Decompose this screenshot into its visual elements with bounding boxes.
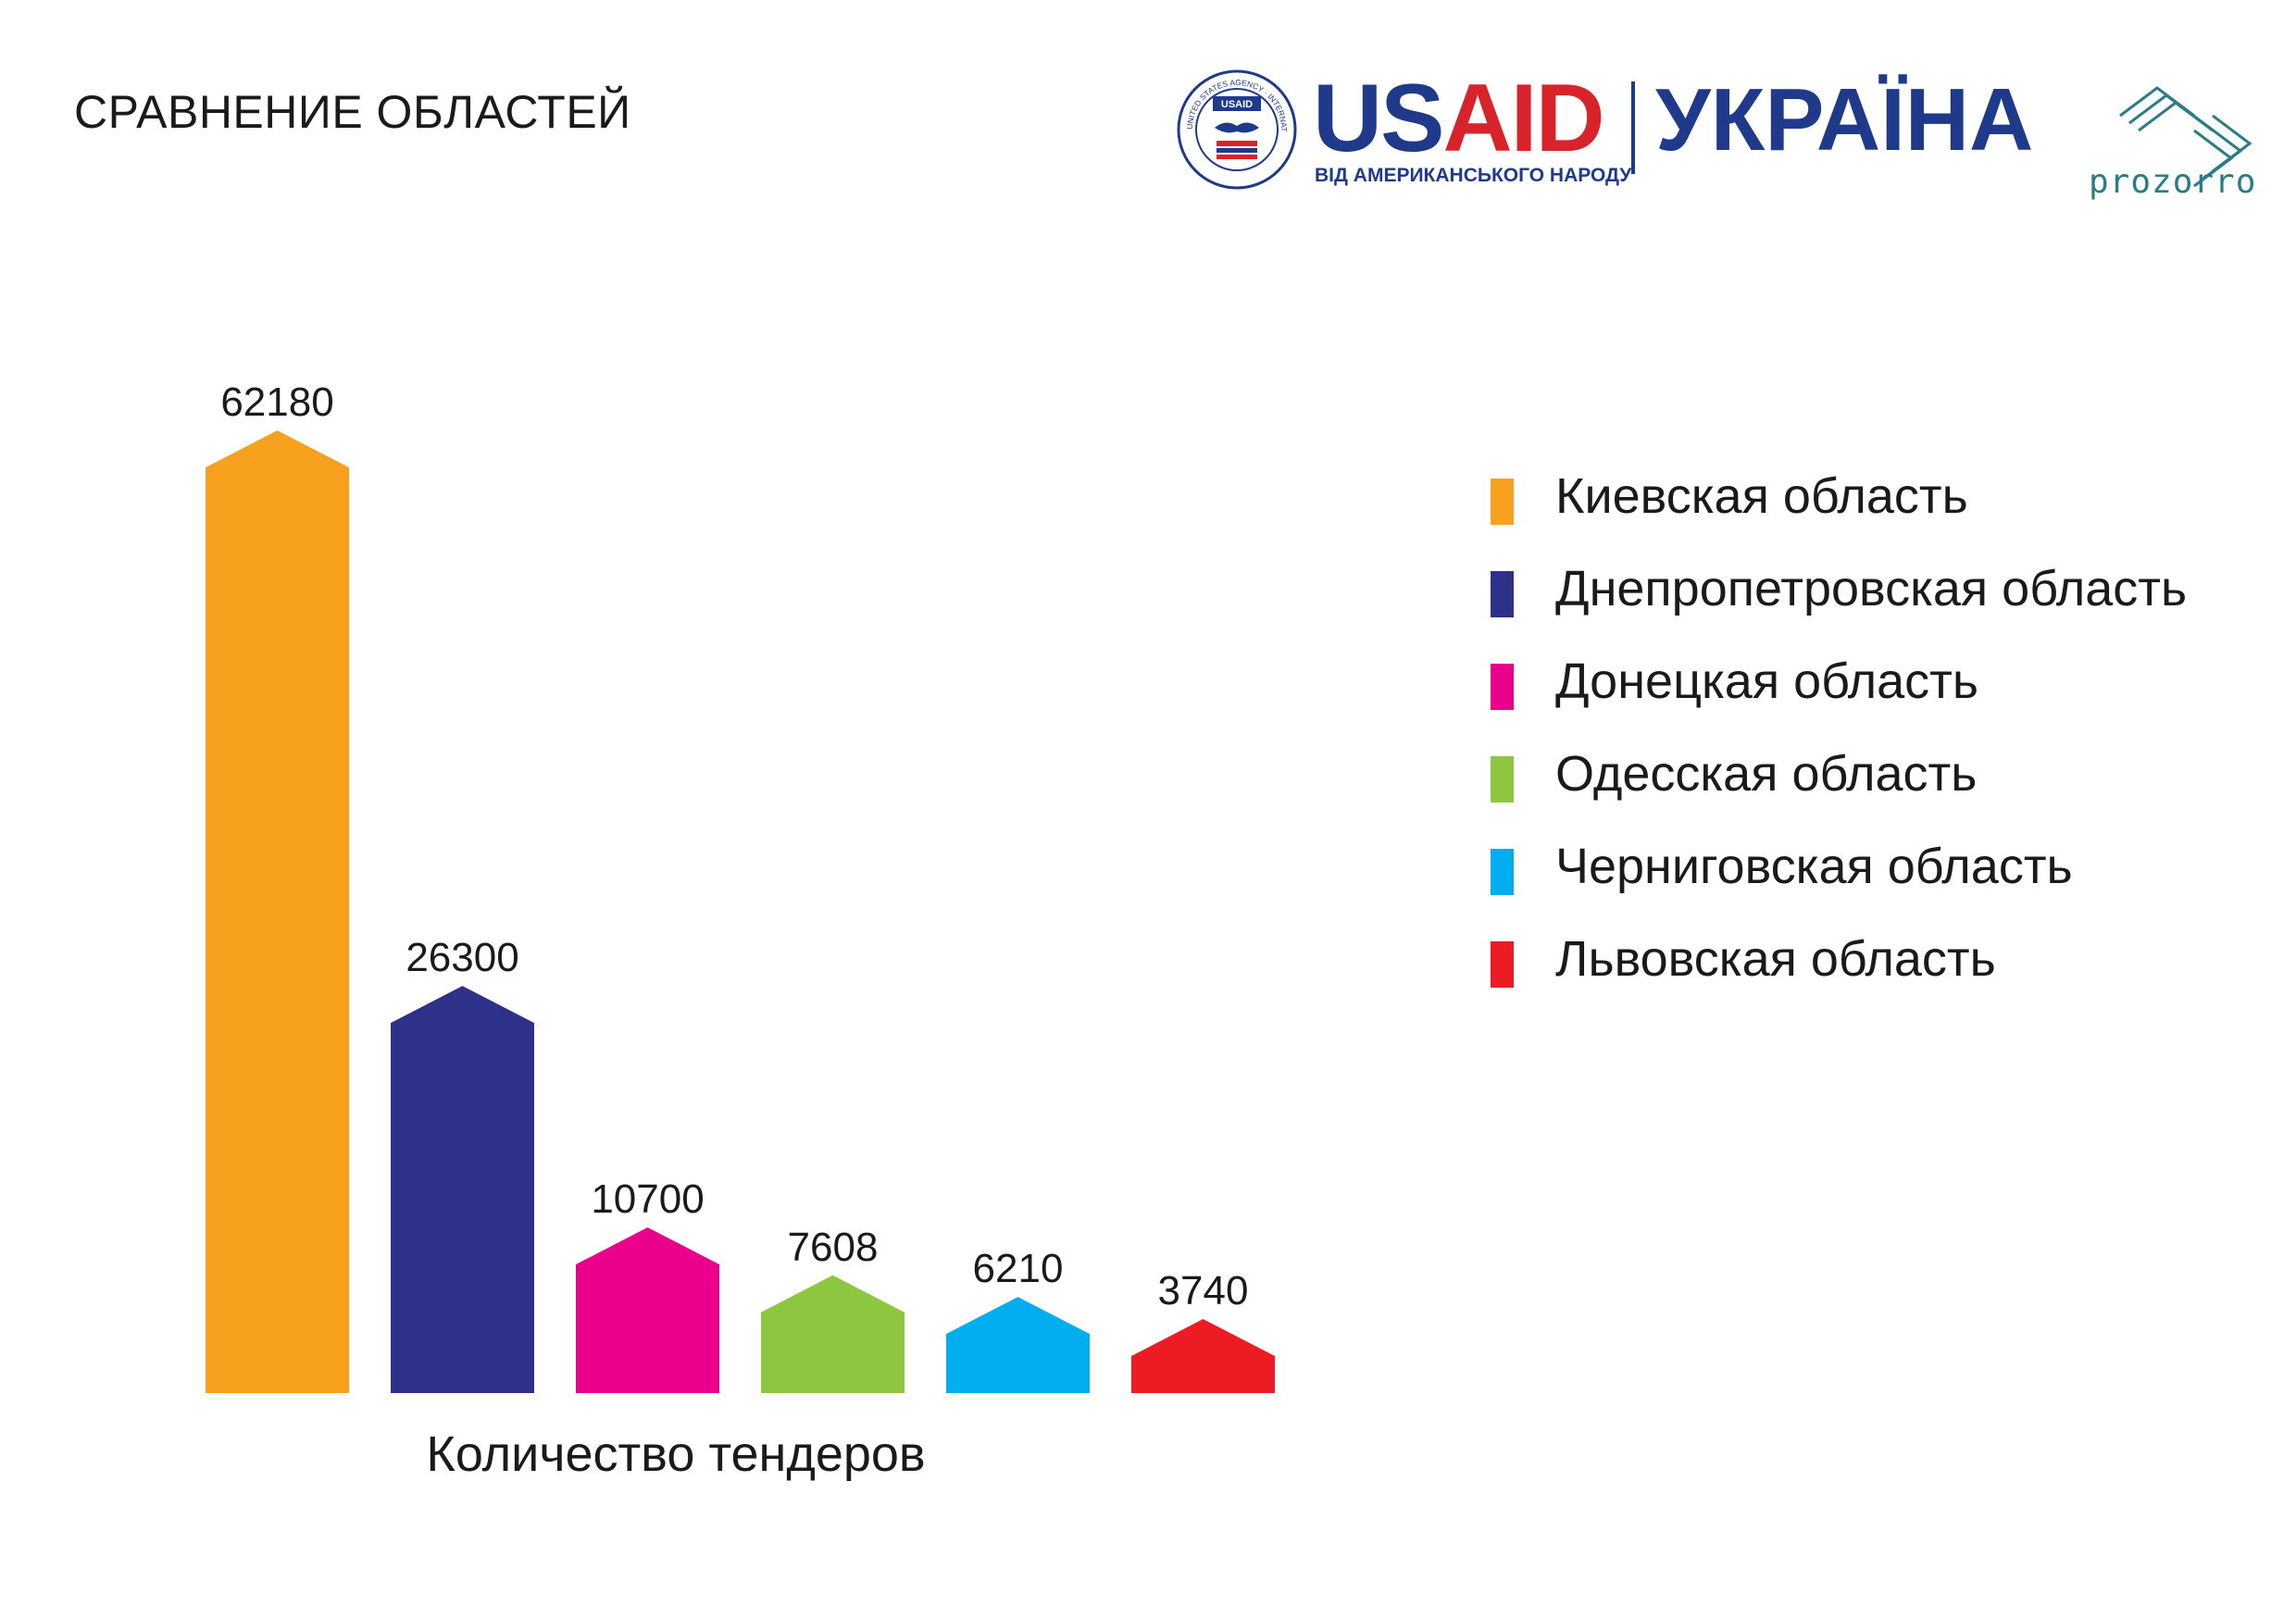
legend-label-3: Донецкая область	[1555, 653, 1979, 709]
bar-6	[1131, 1319, 1275, 1393]
legend-swatch-6	[1491, 941, 1514, 988]
usaid-wordmark: USAID	[1313, 70, 1605, 167]
legend-swatch-3	[1491, 664, 1514, 710]
prozorro-wordmark: prozorro	[2089, 163, 2257, 201]
bar-2	[391, 986, 534, 1393]
bar-value-label-4: 7608	[788, 1225, 879, 1270]
bar-chart: 62180 26300 10700 7608 6210 3740	[206, 380, 1275, 1393]
bar-value-label-5: 6210	[973, 1246, 1064, 1291]
legend-label-2: Днепропетровская область	[1555, 561, 2188, 616]
bar-value-label-6: 3740	[1158, 1268, 1249, 1313]
page-title: СРАВНЕНИЕ ОБЛАСТЕЙ	[74, 86, 631, 138]
legend-swatch-1	[1491, 479, 1514, 525]
bar-3	[576, 1227, 719, 1393]
prozorro-mark-icon	[2119, 86, 2252, 188]
usaid-seal-center-text: USAID	[1221, 99, 1253, 110]
usaid-word-aid: AID	[1442, 65, 1604, 172]
bar-1	[206, 430, 349, 1393]
legend-swatch-2	[1491, 571, 1514, 617]
legend-swatch-5	[1491, 849, 1514, 895]
ukraina-wordmark: УКРАЇНА	[1655, 70, 2034, 169]
x-axis-title: Количество тендеров	[426, 1426, 926, 1482]
bar-value-label-3: 10700	[591, 1176, 704, 1222]
logo-divider	[1631, 81, 1635, 174]
partner-logos: USAID UNITED STATES AGENCY · INTERNATION…	[1176, 56, 2287, 213]
bar-value-label-2: 26300	[406, 935, 518, 980]
usaid-word-us: US	[1313, 65, 1444, 172]
bar-value-label-1: 62180	[220, 380, 333, 425]
legend-label-1: Киевская область	[1555, 468, 1968, 524]
bar-5	[946, 1297, 1090, 1393]
legend-label-4: Одесская область	[1555, 746, 1978, 802]
legend-label-5: Черниговская область	[1555, 839, 2073, 894]
legend-label-6: Львовская область	[1555, 931, 1996, 987]
usaid-tagline: ВІД АМЕРИКАНСЬКОГО НАРОДУ	[1315, 165, 1632, 186]
legend-swatch-4	[1491, 756, 1514, 803]
bar-4	[761, 1275, 905, 1393]
usaid-seal-icon: USAID UNITED STATES AGENCY · INTERNATION…	[1176, 68, 1297, 190]
